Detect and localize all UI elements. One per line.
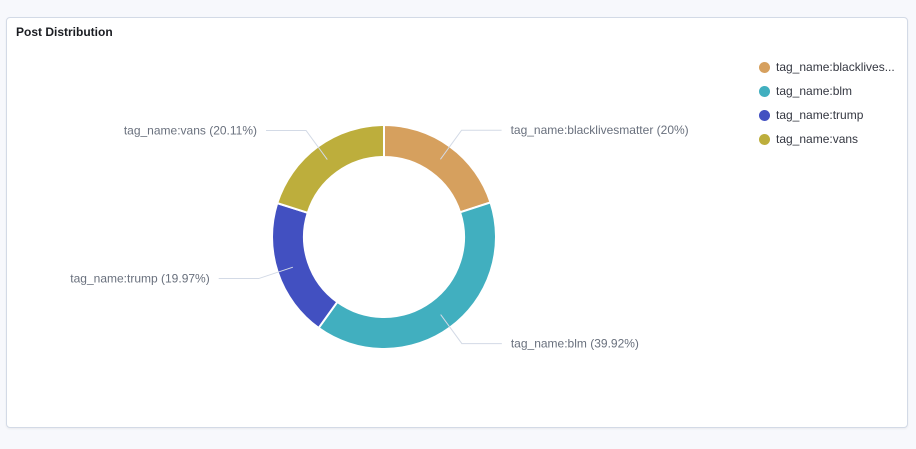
donut-slice-1[interactable]: [317, 201, 497, 350]
donut-slices: [271, 123, 497, 350]
legend-item-blacklivesmatter[interactable]: tag_name:blacklives...: [759, 55, 907, 79]
donut-slice-3[interactable]: [275, 123, 385, 215]
legend-label: tag_name:blacklives...: [776, 60, 895, 74]
legend-label: tag_name:vans: [776, 132, 859, 146]
legend-swatch-icon: [759, 109, 770, 121]
legend-item-trump[interactable]: tag_name:trump: [759, 103, 907, 127]
label-leader-lines: [218, 129, 502, 345]
slice-label-2: tag_name:trump (19.97%): [70, 272, 209, 286]
leader-line-3: [266, 129, 328, 160]
slice-label-0: tag_name:blacklivesmatter (20%): [511, 123, 689, 137]
legend-item-blm[interactable]: tag_name:blm: [759, 79, 907, 103]
leader-line-2: [218, 266, 294, 280]
post-distribution-panel: Post Distribution tag_name:blacklivesmat…: [6, 17, 908, 428]
panel-title: Post Distribution: [16, 25, 113, 39]
slice-labels: tag_name:blacklivesmatter (20%) tag_name:…: [70, 123, 688, 350]
legend-label: tag_name:trump: [776, 108, 864, 122]
donut-chart: tag_name:blacklivesmatter (20%) tag_name:…: [70, 123, 688, 350]
legend-label: tag_name:blm: [776, 84, 853, 98]
leader-line-1: [440, 314, 502, 345]
slice-label-1: tag_name:blm (39.92%): [511, 337, 639, 351]
legend-swatch-icon: [759, 61, 770, 73]
slice-label-3: tag_name:vans (20.11%): [124, 123, 257, 137]
legend-swatch-icon: [759, 85, 770, 97]
donut-slice-2[interactable]: [271, 201, 339, 330]
legend-swatch-icon: [759, 133, 770, 145]
chart-legend: tag_name:blacklives... tag_name:blm tag_…: [759, 55, 907, 151]
donut-slice-0[interactable]: [383, 123, 492, 214]
leader-line-0: [440, 129, 502, 160]
legend-item-vans[interactable]: tag_name:vans: [759, 127, 907, 151]
